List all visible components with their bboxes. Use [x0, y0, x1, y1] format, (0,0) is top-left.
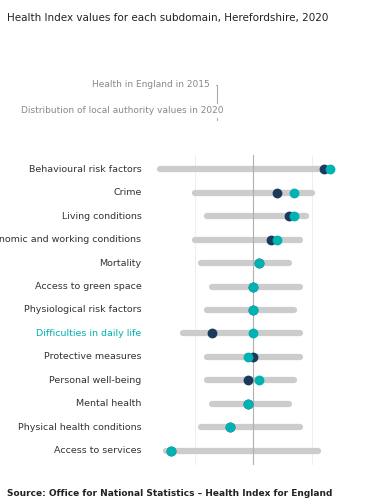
Point [227, 424, 233, 432]
Text: Health Index values for each subdomain, Herefordshire, 2020: Health Index values for each subdomain, … [7, 12, 329, 22]
Text: Mortality: Mortality [100, 258, 141, 268]
Text: Access to services: Access to services [54, 446, 141, 456]
Point [250, 330, 256, 338]
Point [245, 400, 250, 408]
Point [250, 306, 256, 314]
Text: Crime: Crime [113, 188, 141, 197]
Text: Behavioural risk factors: Behavioural risk factors [29, 164, 141, 173]
Point [286, 212, 292, 220]
Point [168, 447, 174, 455]
Point [250, 282, 256, 290]
Text: Physical health conditions: Physical health conditions [18, 423, 141, 432]
Text: 2019 value: 2019 value [253, 78, 330, 117]
Point [292, 188, 297, 196]
Point [250, 282, 256, 290]
Text: Physiological risk factors: Physiological risk factors [24, 306, 141, 314]
Point [321, 165, 327, 173]
Text: Living conditions: Living conditions [62, 212, 141, 220]
Point [250, 306, 256, 314]
Text: Mental health: Mental health [76, 400, 141, 408]
Text: Protective measures: Protective measures [44, 352, 141, 362]
Point [274, 188, 280, 196]
Text: Source: Office for National Statistics – Health Index for England: Source: Office for National Statistics –… [7, 488, 333, 498]
Point [250, 353, 256, 361]
Point [274, 236, 280, 244]
Point [292, 212, 297, 220]
Text: Personal well-being: Personal well-being [49, 376, 141, 385]
Point [209, 330, 215, 338]
Text: 2020 value: 2020 value [271, 102, 330, 117]
Point [327, 165, 333, 173]
Point [256, 259, 262, 267]
Point [227, 424, 233, 432]
Text: Economic and working conditions: Economic and working conditions [0, 235, 141, 244]
Point [245, 353, 250, 361]
Point [245, 376, 250, 384]
Point [168, 447, 174, 455]
Point [268, 116, 274, 124]
Point [250, 116, 256, 124]
Text: Distribution of local authority values in 2020: Distribution of local authority values i… [21, 106, 224, 120]
Point [268, 236, 274, 244]
Text: Difficulties in daily life: Difficulties in daily life [36, 329, 141, 338]
Point [256, 259, 262, 267]
Text: Access to green space: Access to green space [35, 282, 141, 291]
Text: Health in England in 2015: Health in England in 2015 [92, 80, 217, 103]
Point [256, 376, 262, 384]
Text: 100: 100 [244, 76, 263, 86]
Point [245, 400, 250, 408]
